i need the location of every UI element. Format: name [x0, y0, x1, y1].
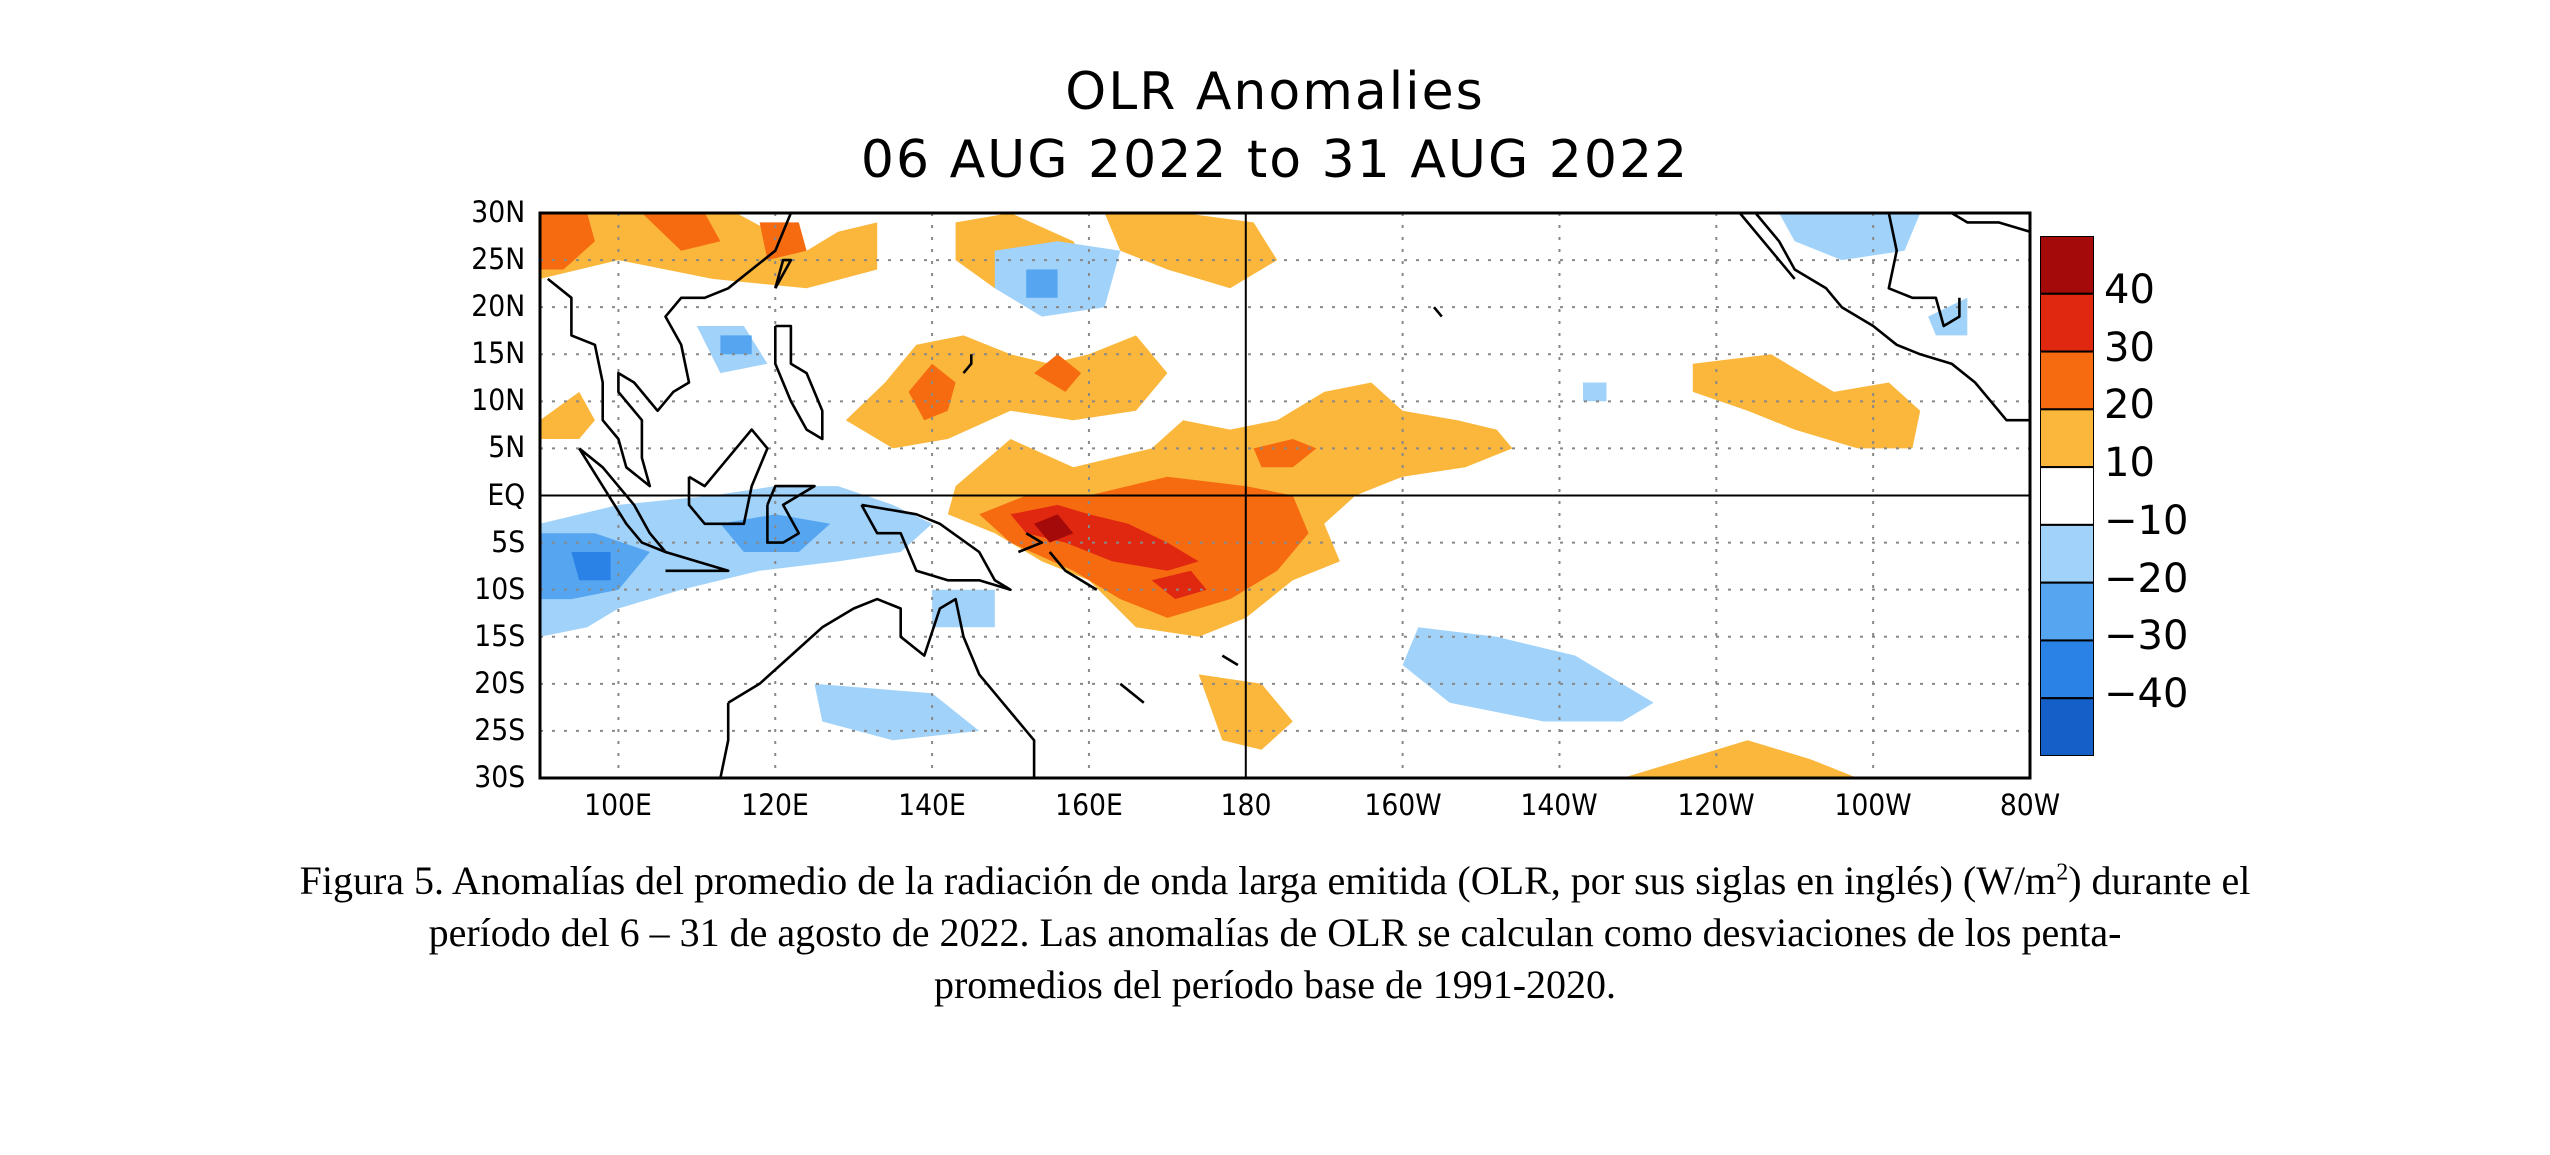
latitude-label: EQ	[487, 477, 526, 512]
anomaly-neg-java-20	[720, 514, 831, 552]
longitude-label: 120E	[741, 788, 810, 822]
latitude-label: 20S	[474, 665, 526, 700]
map-date-range: 06 AUG 2022 to 31 AUG 2022	[860, 130, 1690, 190]
colorbar-bin	[2040, 523, 2094, 584]
anomaly-neg-australia-10	[814, 683, 980, 741]
latitude-label: 10S	[474, 571, 526, 606]
coastline-fiji	[1221, 654, 1239, 667]
latitude-label: 5S	[491, 524, 526, 559]
colorbar-label: −30	[2104, 613, 2189, 660]
anomaly-neg-southpac-10	[1402, 627, 1654, 722]
caption-part-2: ) durante el	[2068, 858, 2251, 903]
colorbar-label: −40	[2104, 671, 2189, 718]
colorbar-bin	[2040, 350, 2094, 411]
anomaly-pos-bengal-10	[540, 391, 595, 439]
anomaly-pos-dateline-20	[1253, 439, 1317, 468]
coastline-gulf	[1887, 212, 1961, 328]
coastline-asia	[546, 212, 793, 488]
colorbar-bin	[2040, 466, 2094, 526]
colorbar-label: −20	[2104, 555, 2189, 602]
coastline-borneo	[687, 428, 769, 526]
anomaly-pos-china-20	[540, 213, 595, 270]
coastline-c-america	[1754, 212, 2030, 422]
anomaly-neg-north-20	[1026, 269, 1058, 298]
coastline-nw-australia	[727, 654, 792, 704]
coastline-marianas	[962, 354, 973, 374]
caption-part-1: Figura 5. Anomalías del promedio de la r…	[299, 858, 2057, 903]
coastline-w-australia	[719, 702, 730, 779]
coastline-newcaledonia	[1119, 682, 1145, 704]
longitude-label: 160W	[1363, 788, 1442, 822]
colorbar-label: 10	[2104, 440, 2155, 487]
coastline-newguinea	[860, 503, 1012, 592]
map-border	[538, 211, 2032, 780]
colorbar-bin	[2040, 292, 2094, 353]
longitude-label: 180	[1220, 788, 1272, 822]
colorbar-bin	[2040, 581, 2094, 642]
coastline-newbritain	[1017, 532, 1044, 554]
coastline-philippines	[774, 324, 824, 441]
longitude-label: 140E	[898, 788, 966, 822]
colorbar-label: 30	[2104, 324, 2155, 371]
colorbar-bin	[2040, 236, 2094, 295]
coastline-n-australia	[790, 597, 1036, 778]
map-title: OLR Anomalies	[1065, 62, 1485, 122]
anomaly-pos-north2-10	[1104, 213, 1278, 289]
latitude-label: 25N	[471, 242, 526, 277]
anomaly-neg-eastpac-10	[1583, 382, 1607, 402]
anomaly-pos-china3-20	[759, 222, 807, 261]
coastline-florida	[1950, 211, 2031, 234]
colorbar-label: 20	[2104, 382, 2155, 429]
colorbar-label: −10	[2104, 497, 2189, 544]
figure-caption: Figura 5. Anomalías del promedio de la r…	[150, 855, 2400, 1011]
caption-superscript: 2	[2056, 859, 2069, 886]
longitude-label: 100W	[1834, 788, 1912, 822]
latitude-label: 15S	[474, 618, 526, 653]
caption-line-2: período del 6 – 31 de agosto de 2022. La…	[428, 910, 2122, 955]
coastline-taiwan	[774, 258, 793, 289]
longitude-label: 100E	[584, 788, 653, 822]
map-canvas	[538, 211, 2032, 780]
colorbar	[2040, 236, 2094, 756]
coastline-solomons	[1048, 551, 1098, 591]
anomaly-pos-eastpac-10	[1692, 354, 1921, 449]
longitude-label: 120W	[1677, 788, 1755, 822]
anomaly-pos-china2-20	[641, 213, 721, 251]
coastline-java	[665, 550, 730, 573]
coastline-sulawesi	[766, 484, 816, 544]
anomaly-pos-china-10	[540, 213, 878, 289]
anomaly-neg-indian-30	[571, 552, 611, 581]
longitude-label: 160E	[1055, 788, 1123, 822]
caption-line-1: Figura 5. Anomalías del promedio de la r…	[150, 855, 2400, 907]
coastline-hawaii	[1432, 306, 1443, 318]
latitude-label: 25S	[474, 712, 526, 747]
coastline-baja	[1738, 212, 1796, 280]
anomaly-neg-scs-20	[720, 335, 752, 355]
anomaly-neg-indonesia-10	[540, 486, 933, 637]
olr-anomaly-map	[538, 211, 2032, 780]
colorbar-bin	[2040, 639, 2094, 700]
latitude-label: 15N	[471, 336, 526, 371]
latitude-label: 30N	[471, 195, 526, 229]
latitude-label: 5N	[488, 430, 526, 465]
anomaly-neg-mexico-10	[1779, 213, 1921, 261]
anomaly-pos-westpac-40	[1034, 514, 1074, 543]
caption-line-3: promedios del período base de 1991-2020.	[933, 962, 1617, 1007]
anomaly-neg-coral-10	[932, 589, 995, 628]
longitude-label: 80W	[1999, 788, 2061, 822]
anomaly-pos-philsea2-20	[1034, 354, 1082, 392]
latitude-label: 10N	[471, 383, 526, 418]
colorbar-bin	[2040, 697, 2094, 756]
anomaly-pos-philsea-10	[845, 335, 1168, 449]
latitude-label: 20N	[471, 289, 526, 324]
latitude-label: 30S	[474, 760, 526, 794]
anomaly-pos-philsea-20	[908, 363, 956, 421]
colorbar-label: 40	[2104, 266, 2155, 313]
anomaly-pos-southeast-10	[1622, 740, 1858, 778]
longitude-label: 140W	[1520, 788, 1599, 822]
colorbar-bin	[2040, 408, 2094, 469]
anomaly-pos-westpac2-30	[1151, 570, 1207, 600]
